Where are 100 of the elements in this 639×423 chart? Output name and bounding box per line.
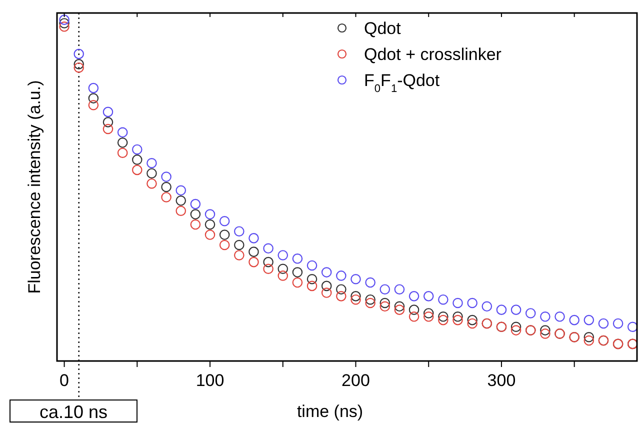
point: [584, 335, 594, 346]
point: [467, 314, 478, 326]
point: [365, 298, 376, 308]
point: [190, 219, 201, 230]
point: [467, 318, 478, 329]
point: [74, 48, 84, 60]
point: [408, 304, 420, 315]
point: [584, 314, 594, 326]
point: [263, 264, 274, 274]
point: [394, 301, 405, 312]
point: [132, 164, 142, 176]
point: [350, 294, 361, 305]
point: [510, 304, 522, 315]
point: [380, 284, 390, 294]
point: [438, 294, 448, 305]
point: [394, 304, 405, 315]
point: [234, 240, 244, 250]
point: [88, 93, 99, 104]
point: [321, 267, 332, 278]
point: [321, 280, 332, 292]
point: [132, 154, 142, 165]
point: [161, 192, 172, 202]
point: [248, 256, 259, 268]
point: [102, 106, 114, 118]
point: [146, 178, 157, 189]
ref-line-label: ca.10 ns: [39, 402, 108, 422]
point: [540, 312, 550, 322]
point: [190, 209, 201, 220]
point: [292, 267, 303, 278]
point: [278, 250, 288, 260]
point: [176, 206, 186, 216]
point: [365, 277, 376, 288]
point: [554, 312, 565, 322]
point: [394, 284, 405, 294]
point: [423, 312, 434, 322]
point: [117, 127, 128, 138]
point: [452, 312, 463, 322]
y-axis-title: Fluorescence intensity (a.u.): [25, 80, 44, 294]
point: [117, 148, 128, 158]
point: [161, 172, 172, 182]
point: [88, 82, 99, 94]
point: [350, 274, 361, 284]
point: [59, 22, 70, 32]
point: [452, 298, 463, 308]
point: [278, 270, 288, 281]
point: [336, 284, 346, 294]
point: [59, 14, 70, 25]
point: [350, 291, 361, 302]
point: [408, 312, 420, 322]
point: [380, 301, 390, 312]
point: [510, 325, 522, 336]
point: [204, 219, 216, 230]
point: [438, 312, 448, 322]
point: [234, 250, 244, 260]
point: [102, 124, 114, 134]
point: [292, 277, 303, 288]
point: [102, 117, 114, 128]
point: [146, 168, 157, 178]
x-tick-label: 0: [60, 371, 70, 390]
point: [248, 233, 259, 244]
point: [321, 288, 332, 298]
point: [584, 332, 594, 342]
point: [117, 138, 128, 148]
point: [161, 182, 172, 192]
point: [510, 322, 522, 332]
point: [132, 144, 142, 155]
point: [306, 260, 318, 271]
point: [263, 256, 274, 268]
point: [627, 322, 637, 332]
point: [306, 274, 318, 284]
point: [74, 59, 84, 70]
point: [263, 243, 274, 254]
point: [336, 270, 346, 281]
point: [146, 158, 157, 168]
point: [438, 314, 448, 326]
point: [219, 240, 230, 250]
point: [88, 100, 99, 110]
point: [408, 291, 420, 302]
point: [380, 298, 390, 308]
point: [59, 18, 70, 28]
legend-label: Qdot + crosslinker: [364, 45, 502, 64]
point: [234, 226, 244, 236]
point: [496, 304, 507, 315]
x-tick-label: 100: [196, 371, 224, 390]
point: [176, 185, 186, 196]
x-tick-label: 300: [487, 371, 516, 390]
point: [525, 308, 536, 318]
point: [612, 318, 624, 329]
point: [278, 264, 288, 274]
point: [204, 209, 216, 220]
point: [248, 246, 259, 257]
point: [540, 328, 550, 339]
point: [306, 280, 318, 292]
point: [423, 291, 434, 302]
x-tick-label: 200: [342, 371, 370, 390]
point: [467, 298, 478, 308]
legend-label: Qdot: [364, 19, 402, 38]
point: [219, 230, 230, 240]
point: [176, 196, 186, 206]
point: [365, 294, 376, 305]
